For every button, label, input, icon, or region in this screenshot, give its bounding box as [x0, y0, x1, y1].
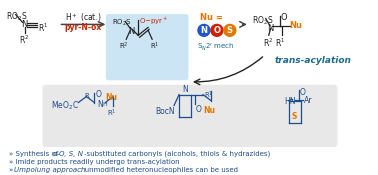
Text: R$^2$: R$^2$ [20, 33, 30, 46]
Text: N: N [268, 25, 274, 33]
Text: α–: α– [53, 151, 60, 157]
Text: R$^1$: R$^1$ [150, 40, 160, 52]
Circle shape [224, 25, 236, 36]
Text: R$^1$: R$^1$ [37, 22, 48, 34]
FancyBboxPatch shape [106, 14, 189, 80]
Text: R$^2$: R$^2$ [119, 40, 129, 52]
Text: Nu: Nu [203, 106, 215, 116]
Text: Nu: Nu [105, 93, 117, 102]
Text: O, S, N: O, S, N [59, 151, 84, 157]
Text: N: N [128, 27, 135, 36]
Text: » Synthesis of: » Synthesis of [9, 151, 60, 157]
Text: : unmodified heteronucleophiles can be used: : unmodified heteronucleophiles can be u… [81, 167, 239, 173]
Text: RO$_2$S: RO$_2$S [252, 15, 273, 27]
Text: H: H [102, 102, 107, 107]
Circle shape [198, 25, 210, 36]
Text: O: O [280, 13, 287, 22]
Text: O: O [196, 106, 202, 114]
Text: trans-acylation: trans-acylation [275, 56, 352, 65]
Text: MeO$_2$C: MeO$_2$C [51, 100, 78, 112]
Text: ‑substituted carbonyls (alcohols, thiols & hydrazides): ‑substituted carbonyls (alcohols, thiols… [84, 151, 271, 158]
Text: R$^1$: R$^1$ [107, 107, 116, 119]
FancyBboxPatch shape [43, 85, 338, 147]
Text: O: O [214, 26, 220, 35]
Text: S$_N$2$'$ mech: S$_N$2$'$ mech [197, 42, 235, 53]
Text: pyr-N-ox: pyr-N-ox [65, 23, 102, 32]
Text: BocN: BocN [155, 107, 175, 116]
Text: RO$_2$S: RO$_2$S [6, 10, 27, 23]
Text: N: N [22, 20, 28, 29]
Text: H$^+$ (cat.): H$^+$ (cat.) [65, 12, 102, 24]
Text: » Imide products readily undergo trans-acylation: » Imide products readily undergo trans-a… [9, 159, 179, 165]
Text: S: S [227, 26, 233, 35]
Text: S: S [292, 112, 297, 121]
Text: R$^1$: R$^1$ [274, 36, 285, 49]
Text: O$-$pyr$^+$: O$-$pyr$^+$ [139, 16, 169, 27]
Text: Nu =: Nu = [200, 13, 223, 22]
Circle shape [211, 25, 223, 36]
Text: Nu: Nu [290, 22, 303, 30]
Text: O: O [300, 88, 305, 97]
Text: R: R [84, 93, 89, 99]
Text: O: O [95, 90, 101, 99]
Text: RO$_2$S: RO$_2$S [112, 18, 132, 28]
Text: N: N [182, 85, 188, 94]
Text: R$^1$: R$^1$ [204, 90, 214, 101]
Text: Umpolung approach: Umpolung approach [14, 167, 85, 173]
Text: N: N [200, 26, 208, 35]
Text: N: N [98, 100, 103, 108]
Text: Ar: Ar [304, 96, 312, 105]
Text: R$^2$: R$^2$ [263, 36, 273, 49]
Text: »: » [9, 167, 15, 173]
Text: HN: HN [285, 97, 296, 106]
